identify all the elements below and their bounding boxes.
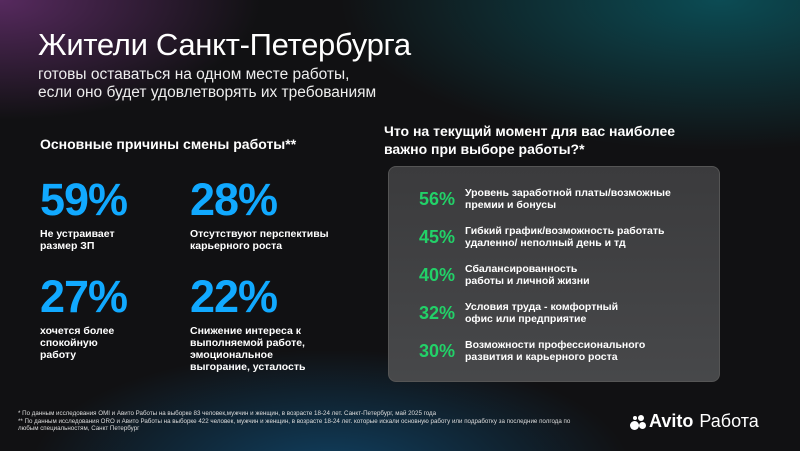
footnotes: * По данным исследования OMI и Авито Раб… [18, 410, 578, 433]
stat-value: 59% [40, 174, 128, 225]
page-title: Жители Санкт-Петербурга [38, 27, 411, 62]
priority-value: 40% [418, 264, 455, 285]
priority-value: 45% [418, 226, 455, 247]
footnote: ** По данным исследования ORO и Авито Ра… [18, 417, 571, 433]
stat-label: Не устраивает размер ЗП [40, 228, 115, 252]
priority-row: 45% Гибкий график/возможность работать уд… [389, 225, 680, 249]
avito-rabota-logo: Avito Работа [630, 411, 759, 432]
priority-label: Гибкий график/возможность работать удале… [465, 225, 665, 249]
priority-row: 30% Возможности профессионального развити… [389, 339, 655, 363]
subtitle-line: если оно будет удовлетворять их требован… [38, 84, 377, 101]
stat-card: 22% Снижение интереса к выполняемой работ… [190, 271, 350, 373]
page-subtitle: готовы оставаться на одном месте работы,… [38, 66, 376, 102]
priority-label: Условия труда - комфортный офис или пред… [465, 301, 619, 325]
reasons-heading: Основные причины смены работы** [40, 136, 297, 152]
logo-product: Работа [699, 411, 759, 431]
priority-label: Сбалансированность работы и личной жизни [465, 263, 590, 287]
subtitle-line: готовы оставаться на одном месте работы, [38, 66, 350, 83]
stat-card: 59% Не устраивает размер ЗП [40, 174, 170, 252]
stat-card: 28% Отсутствуют перспективы карьерного ро… [190, 174, 350, 252]
stat-value: 28% [190, 174, 278, 225]
priority-label: Возможности профессионального развития и… [465, 339, 646, 363]
avito-dots-icon [630, 414, 646, 430]
stat-label: хочется более спокойную работу [40, 325, 115, 361]
stat-value: 27% [40, 271, 128, 322]
priority-label: Уровень заработной платы/возможные преми… [465, 187, 671, 211]
priority-value: 56% [418, 188, 455, 209]
priority-row: 32% Условия труда - комфортный офис или п… [389, 301, 625, 325]
priority-row: 56% Уровень заработной платы/возможные пр… [389, 187, 700, 211]
logo-brand: Avito [649, 411, 694, 431]
priority-row: 40% Сбалансированность работы и личной жи… [389, 263, 605, 287]
priority-value: 30% [418, 340, 455, 361]
stat-label: Отсутствуют перспективы карьерного роста [190, 228, 329, 252]
priorities-heading: Что на текущий момент для вас наиболее в… [384, 123, 676, 157]
stat-label: Снижение интереса к выполняемой работе, … [190, 325, 306, 373]
footnote: * По данным исследования OMI и Авито Раб… [18, 410, 437, 417]
stat-card: 27% хочется более спокойную работу [40, 271, 170, 361]
priorities-panel: 56% Уровень заработной платы/возможные пр… [388, 166, 720, 382]
priority-value: 32% [418, 302, 455, 323]
stat-value: 22% [190, 271, 278, 322]
